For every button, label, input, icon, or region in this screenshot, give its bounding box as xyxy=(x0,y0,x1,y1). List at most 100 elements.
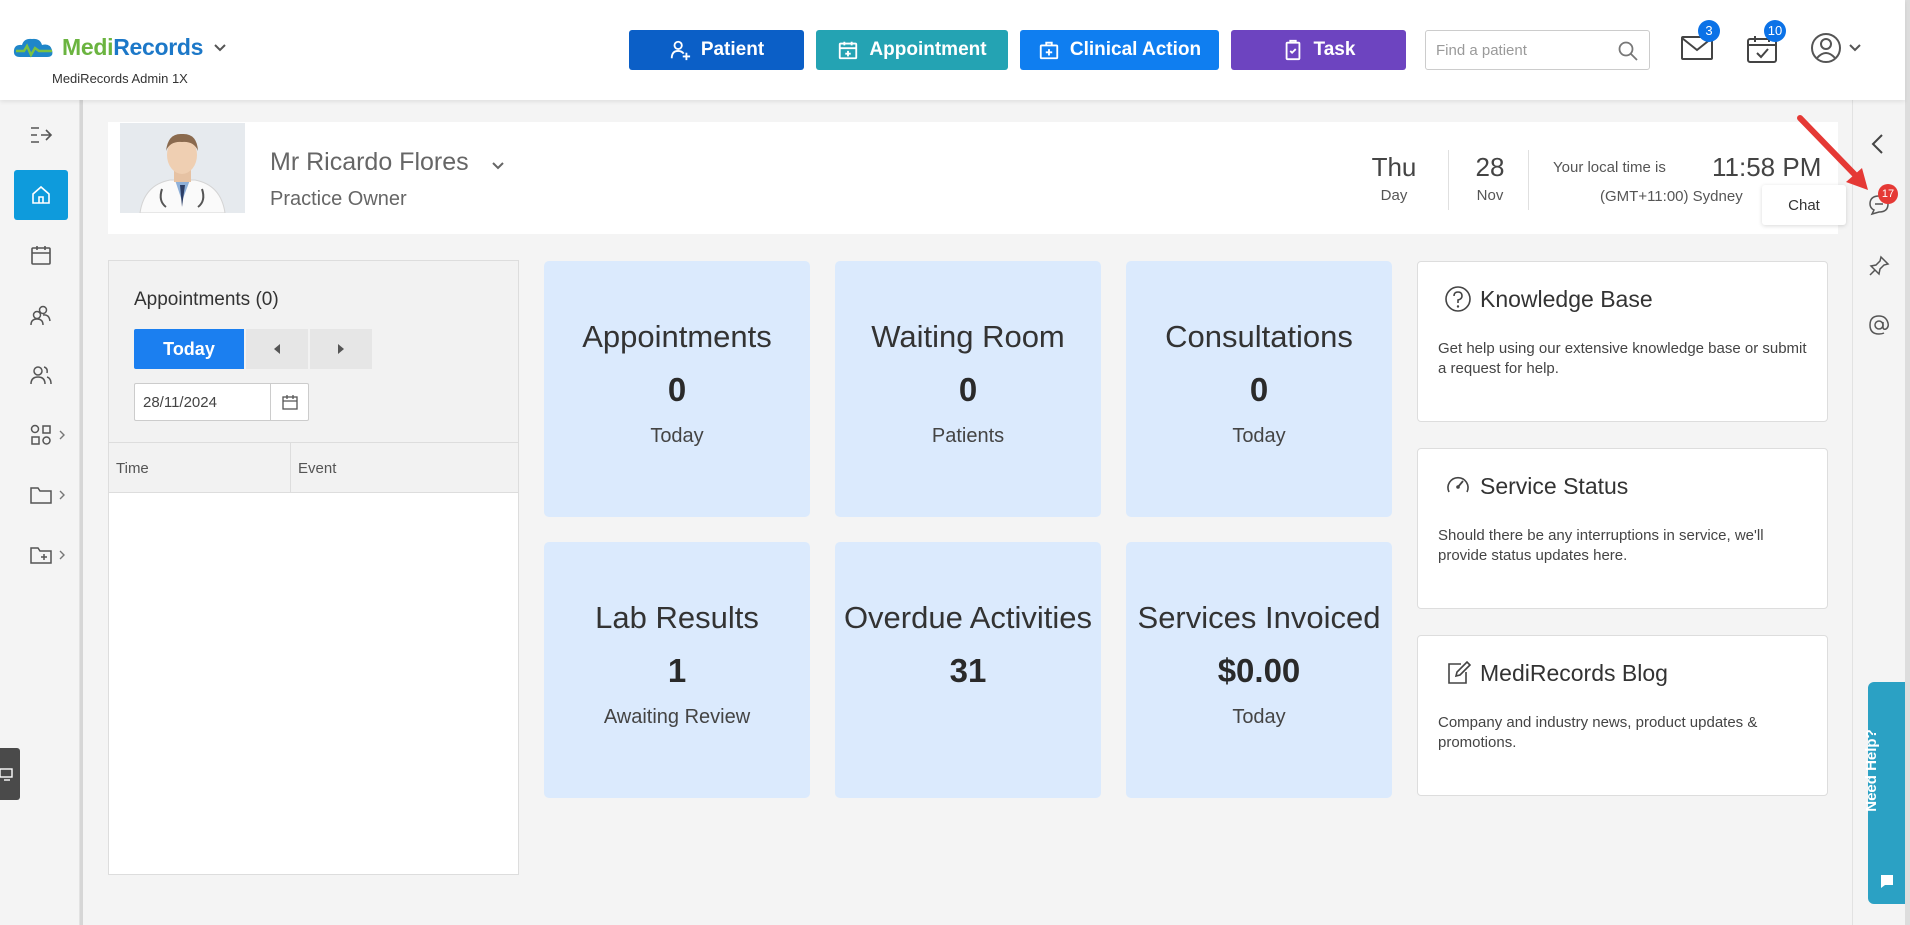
patient-button[interactable]: Patient xyxy=(629,30,804,70)
tile-title: Lab Results xyxy=(595,600,759,635)
chat-tooltip: Chat xyxy=(1762,185,1846,225)
user-role: Practice Owner xyxy=(270,188,407,210)
tile-lab-results[interactable]: Lab Results 1 Awaiting Review xyxy=(544,542,810,798)
brand-name: MediRecords xyxy=(62,34,204,60)
appointments-table-header: Time Event xyxy=(109,443,518,493)
chevron-left-icon[interactable] xyxy=(1867,132,1889,156)
folder-plus-icon xyxy=(30,547,52,564)
tile-overdue-activities[interactable]: Overdue Activities 31 xyxy=(835,542,1101,798)
divider xyxy=(1448,150,1449,210)
search-input[interactable] xyxy=(1436,41,1616,59)
expand-menu-button[interactable] xyxy=(14,110,68,160)
chevron-down-icon[interactable] xyxy=(213,43,227,53)
chevron-right-icon xyxy=(59,430,65,440)
sidebar-item-folders[interactable] xyxy=(14,470,68,520)
calendar-check-icon xyxy=(1747,36,1777,63)
card-header: MediRecords Blog xyxy=(1444,659,1668,687)
tile-services-invoiced[interactable]: Services Invoiced $0.00 Today xyxy=(1126,542,1392,798)
task-button-label: Task xyxy=(1313,39,1356,60)
need-help-label: Need Help? xyxy=(1862,729,1880,812)
tile-value: 0 xyxy=(667,371,687,408)
profile-header: Mr Ricardo Flores Practice Owner Thu Day… xyxy=(108,122,1838,234)
people-icon xyxy=(30,305,51,326)
messages-button[interactable]: 3 xyxy=(1680,20,1720,67)
brand-logo[interactable]: MediRecords xyxy=(12,34,227,61)
today-button[interactable]: Today xyxy=(134,329,244,369)
sidebar-scrollbar[interactable] xyxy=(80,100,83,925)
chat-bubble-icon xyxy=(1881,875,1893,888)
page-scrollbar[interactable] xyxy=(1905,0,1910,925)
appointments-panel: Appointments (0) Today 28/11/2024 Time E… xyxy=(108,260,519,875)
sidebar-item-patients[interactable] xyxy=(14,290,68,340)
tile-subtitle: Patients xyxy=(931,425,1005,447)
tasks-button[interactable]: 10 xyxy=(1746,20,1786,69)
card-title: Service Status xyxy=(1480,472,1629,499)
patient-button-label: Patient xyxy=(700,39,765,60)
tile-subtitle: Today xyxy=(650,425,704,447)
need-help-button[interactable]: Need Help? xyxy=(1863,682,1905,904)
previous-day-button[interactable] xyxy=(246,329,308,369)
mail-icon xyxy=(1681,36,1713,60)
card-title: MediRecords Blog xyxy=(1480,659,1668,686)
tile-waiting-room[interactable]: Waiting Room 0 Patients xyxy=(835,261,1101,517)
appointments-panel-header: Appointments (0) Today 28/11/2024 xyxy=(109,261,518,443)
card-header: Service Status xyxy=(1444,472,1628,500)
chevron-down-icon[interactable] xyxy=(490,160,506,172)
appointments-title: Appointments (0) xyxy=(134,289,279,310)
screen-tab[interactable] xyxy=(0,748,20,800)
tile-title: Consultations xyxy=(1165,319,1353,354)
blog-card[interactable]: MediRecords Blog Company and industry ne… xyxy=(1417,635,1828,796)
calendar-button[interactable] xyxy=(270,384,308,420)
expand-menu-icon xyxy=(31,127,53,143)
brand-subtitle: MediRecords Admin 1X xyxy=(52,71,188,86)
tasks-badge: 10 xyxy=(1764,20,1786,42)
tile-subtitle: Today xyxy=(1232,706,1286,728)
calendar-icon xyxy=(281,395,298,410)
tile-consultations[interactable]: Consultations 0 Today xyxy=(1126,261,1392,517)
user-menu[interactable] xyxy=(1810,32,1866,69)
annotation-arrow-icon xyxy=(1797,115,1868,190)
clipboard-check-icon xyxy=(1285,39,1300,61)
tile-title: Services Invoiced xyxy=(1137,600,1381,635)
chevron-right-icon xyxy=(59,550,65,560)
appointment-button-label: Appointment xyxy=(869,39,987,60)
next-day-button[interactable] xyxy=(310,329,372,369)
search-icon[interactable] xyxy=(1617,40,1639,62)
appointment-button[interactable]: Appointment xyxy=(816,30,1008,70)
sidebar-item-home[interactable] xyxy=(14,170,68,220)
sidebar-item-apps[interactable] xyxy=(14,410,68,460)
local-time-label: Your local time is xyxy=(1553,159,1666,176)
local-time: 11:58 PM xyxy=(1712,152,1822,182)
chevron-right-icon xyxy=(59,490,65,500)
clinical-action-button[interactable]: Clinical Action xyxy=(1020,30,1219,70)
card-description: Get help using our extensive knowledge b… xyxy=(1438,340,1807,378)
pin-icon[interactable] xyxy=(1867,254,1891,278)
calendar-icon xyxy=(31,246,51,265)
mention-icon[interactable] xyxy=(1867,313,1891,337)
sidebar-item-calendar[interactable] xyxy=(14,230,68,280)
tile-value: $0.00 xyxy=(1217,652,1301,689)
knowledge-base-card[interactable]: Knowledge Base Get help using our extens… xyxy=(1417,261,1828,422)
date-number: 28 xyxy=(1475,152,1505,182)
messages-badge: 3 xyxy=(1698,20,1720,42)
calendar-add-icon xyxy=(839,41,858,60)
task-button[interactable]: Task xyxy=(1231,30,1406,70)
tile-value: 1 xyxy=(667,652,687,689)
sidebar-item-add-folder[interactable] xyxy=(14,530,68,580)
tile-title: Overdue Activities xyxy=(843,600,1093,635)
tile-title: Waiting Room xyxy=(871,319,1065,354)
service-status-card[interactable]: Service Status Should there be any inter… xyxy=(1417,448,1828,609)
caret-right-icon xyxy=(338,344,344,354)
tile-appointments[interactable]: Appointments 0 Today xyxy=(544,261,810,517)
medical-kit-icon xyxy=(1039,41,1059,60)
sidebar-item-contacts[interactable] xyxy=(14,350,68,400)
avatar xyxy=(120,123,245,213)
tile-subtitle: Today xyxy=(1232,425,1286,447)
tile-subtitle: Awaiting Review xyxy=(603,706,751,728)
date-value: 28/11/2024 xyxy=(143,394,217,411)
edit-document-icon xyxy=(1448,660,1472,684)
date-picker[interactable]: 28/11/2024 xyxy=(134,383,309,421)
tile-value: 31 xyxy=(949,652,987,689)
top-bar: MediRecords MediRecords Admin 1X Patient… xyxy=(0,0,1905,100)
user-circle-icon xyxy=(1811,33,1861,63)
